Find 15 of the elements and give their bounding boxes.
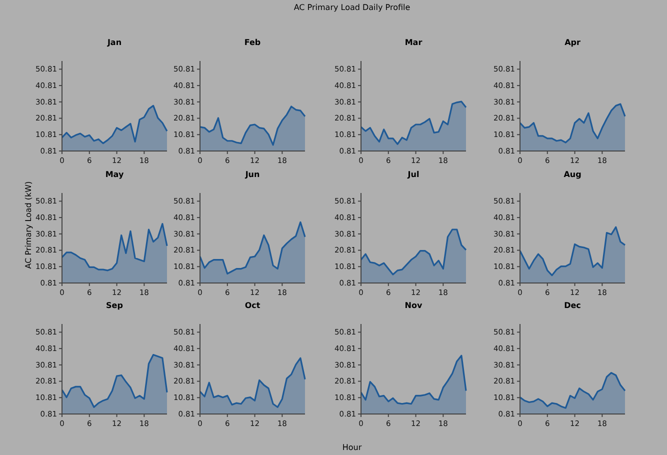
chart-title: Jan <box>106 38 122 47</box>
chart-title: Aug <box>564 170 582 179</box>
chart-title: Nov <box>404 301 423 310</box>
chart-title: May <box>105 170 124 179</box>
chart-title: Oct <box>244 301 260 310</box>
chart-title: Mar <box>404 38 422 47</box>
chart-title: Apr <box>564 38 580 47</box>
chart-title: Dec <box>564 301 582 310</box>
text: AC Primary Load (kW) <box>24 181 33 269</box>
chart-title: Sep <box>106 301 124 310</box>
chart-title: Feb <box>244 38 261 47</box>
chart-title: Jun <box>244 170 260 179</box>
text: AC Primary Load Daily Profile <box>294 3 410 12</box>
chart-title: Jul <box>406 170 420 179</box>
text: Hour <box>342 443 362 452</box>
